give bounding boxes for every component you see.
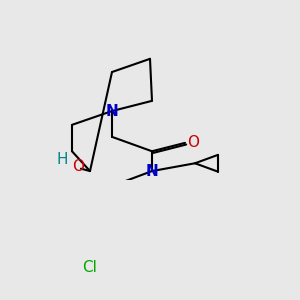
Text: H: H — [56, 152, 68, 166]
Text: O: O — [72, 159, 84, 174]
Text: O: O — [187, 135, 199, 150]
Text: N: N — [106, 103, 118, 118]
Text: Cl: Cl — [82, 260, 98, 275]
Text: N: N — [146, 164, 158, 178]
